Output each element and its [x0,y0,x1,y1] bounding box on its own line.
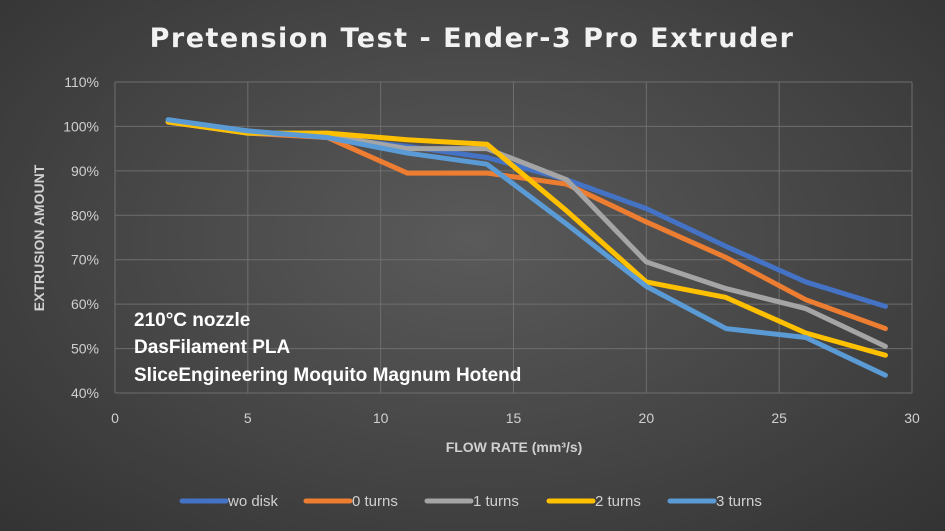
legend-label: wo disk [227,493,279,510]
chart-title: Pretension Test - Ender-3 Pro Extruder [150,23,795,54]
x-tick-label: 15 [506,410,522,426]
y-tick-label: 50% [71,341,99,357]
x-tick-label: 10 [373,410,389,426]
annotation-text: 210°C nozzle DasFilament PLA SliceEngine… [134,310,521,386]
x-tick-label: 20 [639,410,655,426]
y-tick-label: 90% [71,163,99,179]
annotation-hotend: SliceEngineering Moquito Magnum Hotend [134,365,521,386]
y-axis-title: EXTRUSION AMOUNT [31,164,47,311]
x-tick-label: 30 [904,410,920,426]
x-tick-label: 5 [244,410,252,426]
y-tick-label: 80% [71,207,99,223]
legend-label: 0 turns [352,493,398,510]
series-line-3 [165,119,888,358]
y-tick-label: 40% [71,385,99,401]
y-tick-label: 60% [71,296,99,312]
y-tick-label: 70% [71,252,99,268]
series-line-4 [165,117,888,378]
legend: wo disk 0 turns 1 turns 2 turns 3 turns [179,493,762,510]
annotation-nozzle: 210°C nozzle [134,310,250,331]
x-tick-label: 25 [771,410,787,426]
tick-labels: 40% 50% 60% 70% 80% 90% 100% 110% 0 5 10 15 20 25 30 [63,74,920,426]
series-lines [165,117,888,378]
y-tick-label: 100% [63,118,99,134]
legend-label: 1 turns [473,493,519,510]
x-axis-title: FLOW RATE (mm³/s) [446,439,583,455]
gridlines [114,81,913,394]
x-tick-label: 0 [111,410,119,426]
annotation-filament: DasFilament PLA [134,337,291,358]
legend-label: 3 turns [716,493,762,510]
legend-label: 2 turns [595,493,641,510]
series-line-1 [165,119,888,332]
series-line-2 [165,119,888,349]
y-tick-label: 110% [64,74,99,90]
series-line-0 [165,117,888,309]
